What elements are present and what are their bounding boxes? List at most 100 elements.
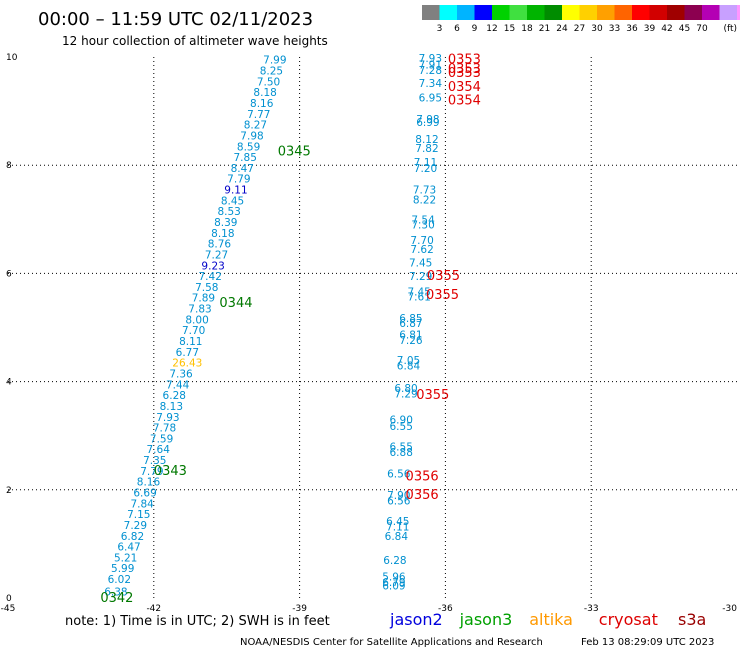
wave-height-label: 6.90 bbox=[390, 414, 413, 426]
wave-height-label: 7.11 bbox=[414, 157, 437, 169]
color-scale-swatch bbox=[719, 5, 737, 20]
wave-height-label: 6.99 bbox=[416, 117, 439, 129]
color-scale-label: 36 bbox=[626, 24, 638, 34]
x-tick-label: -30 bbox=[722, 604, 737, 614]
wave-height-label: 7.42 bbox=[199, 271, 222, 283]
legend: jason2 jason3 altika cryosat s3a bbox=[389, 610, 706, 629]
wave-height-label: 9.23 bbox=[201, 260, 224, 272]
color-scale-swatch bbox=[614, 5, 632, 20]
y-tick-label: 0 bbox=[6, 594, 12, 604]
pass-time-label: 0354 bbox=[448, 80, 481, 95]
wave-height-label: 7.15 bbox=[127, 509, 150, 521]
legend-item: cryosat bbox=[599, 610, 658, 629]
wave-height-label: 7.27 bbox=[205, 249, 228, 261]
color-scale-label: 18 bbox=[521, 24, 533, 34]
x-tick-label: -42 bbox=[146, 604, 161, 614]
wave-height-label: 7.29 bbox=[394, 389, 417, 401]
wave-height-label: 7.93 bbox=[156, 412, 179, 424]
pass-time-label: 0355 bbox=[426, 288, 459, 303]
color-scale-swatch bbox=[492, 5, 510, 20]
wave-height-label: 7.44 bbox=[166, 379, 190, 391]
pass-time-label: 0356 bbox=[406, 488, 439, 503]
color-scale-swatch bbox=[632, 5, 650, 20]
pass-time-label: 0353 bbox=[448, 66, 481, 81]
wave-height-label: 7.28 bbox=[419, 65, 442, 77]
pass-time-label: 0342 bbox=[100, 591, 133, 606]
legend-item: altika bbox=[529, 610, 573, 629]
wave-height-label: 9.11 bbox=[224, 185, 247, 197]
color-scale-label: 15 bbox=[504, 24, 515, 34]
wave-height-label: 6.55 bbox=[390, 421, 413, 433]
y-tick-label: 4 bbox=[6, 378, 12, 388]
wave-height-label: 7.70 bbox=[182, 325, 205, 337]
wave-height-label: 6.28 bbox=[163, 390, 186, 402]
y-tick-label: 6 bbox=[6, 269, 12, 279]
color-scale-swatch bbox=[474, 5, 492, 20]
wave-height-label: 7.26 bbox=[399, 335, 423, 347]
color-scale-label: 27 bbox=[574, 24, 585, 34]
x-tick-label: -39 bbox=[292, 604, 307, 614]
wave-height-label: 6.09 bbox=[382, 581, 405, 593]
wave-height-label: 7.99 bbox=[263, 55, 286, 67]
wave-height-label: 6.87 bbox=[399, 318, 422, 330]
wave-height-label: 6.85 bbox=[399, 313, 422, 325]
pass-time-label: 0355 bbox=[427, 269, 460, 284]
wave-height-label: 6.47 bbox=[117, 542, 140, 554]
wave-height-label: 8.25 bbox=[260, 66, 283, 78]
color-scale-swatch bbox=[737, 5, 740, 20]
wave-height-label: 6.28 bbox=[383, 555, 406, 567]
x-tick-label: -33 bbox=[584, 604, 599, 614]
wave-height-label: 7.98 bbox=[416, 114, 439, 126]
wave-height-label: 8.27 bbox=[244, 120, 267, 132]
wave-height-label: 5.99 bbox=[111, 563, 134, 575]
footer-credit: NOAA/NESDIS Center for Satellite Applica… bbox=[240, 637, 543, 648]
color-scale-swatch bbox=[702, 5, 720, 20]
x-tick-label: -36 bbox=[438, 604, 453, 614]
wave-height-label: 7.79 bbox=[227, 174, 250, 186]
color-scale-label: (ft) bbox=[724, 24, 738, 34]
wave-height-label: 7.84 bbox=[130, 498, 154, 510]
wave-height-label: 6.84 bbox=[385, 531, 409, 543]
wave-height-label: 7.98 bbox=[240, 130, 263, 142]
color-scale-label: 21 bbox=[539, 24, 550, 34]
wave-height-label: 8.53 bbox=[217, 206, 240, 218]
wave-height-label: 7.29 bbox=[409, 271, 432, 283]
color-scale-label: 30 bbox=[591, 24, 603, 34]
wave-height-label: 8.13 bbox=[160, 401, 183, 413]
wave-height-label: 6.55 bbox=[390, 442, 413, 454]
color-scale-label: 3 bbox=[437, 24, 443, 34]
wave-height-label: 5.21 bbox=[114, 552, 137, 564]
wave-height-label: 8.18 bbox=[253, 87, 276, 99]
color-scale-label: 39 bbox=[644, 24, 656, 34]
color-scale-swatch bbox=[457, 5, 475, 20]
pass-time-label: 0354 bbox=[448, 93, 481, 108]
pass-time-label: 0343 bbox=[154, 464, 187, 479]
wave-height-label: 7.93 bbox=[419, 53, 442, 65]
wave-height-label: 7.82 bbox=[415, 143, 438, 155]
wave-height-label: 7.36 bbox=[169, 368, 193, 380]
wave-height-label: 6.79 bbox=[382, 577, 405, 589]
wave-height-label: 7.89 bbox=[192, 293, 215, 305]
wave-height-label: 7.73 bbox=[413, 185, 436, 197]
data-labels: 7.998.257.508.188.167.778.277.988.597.85… bbox=[104, 53, 442, 598]
color-scale-label: 6 bbox=[454, 24, 460, 34]
wave-height-label: 7.30 bbox=[411, 220, 434, 232]
wave-height-label: 5.96 bbox=[382, 571, 406, 583]
pass-time-label: 0355 bbox=[416, 388, 449, 403]
footer-generated: Feb 13 08:29:09 UTC 2023 bbox=[581, 637, 714, 648]
y-axis-ticks: 0 2 4 6 8 10 bbox=[6, 53, 18, 604]
pass-time-label: 0345 bbox=[278, 145, 311, 160]
wave-height-label: 8.16 bbox=[250, 98, 274, 110]
color-scale-swatch bbox=[667, 5, 685, 20]
wave-height-label: 7.34 bbox=[419, 78, 443, 90]
wave-height-label: 8.76 bbox=[208, 239, 232, 251]
wave-height-label: 7.61 bbox=[407, 292, 430, 304]
y-tick-label: 10 bbox=[6, 53, 18, 63]
wave-height-label: 7.20 bbox=[414, 163, 437, 175]
wave-height-label: 6.56 bbox=[387, 469, 411, 481]
wave-height-label: 6.77 bbox=[176, 347, 199, 359]
color-scale-swatch bbox=[597, 5, 615, 20]
wave-height-label: 8.39 bbox=[214, 217, 237, 229]
wave-height-label: 7.77 bbox=[247, 109, 270, 121]
wave-height-label: 7.45 bbox=[409, 258, 432, 270]
